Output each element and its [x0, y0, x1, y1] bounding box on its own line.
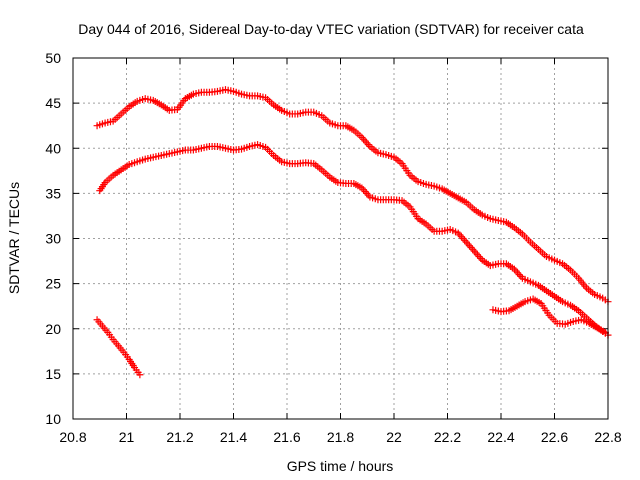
x-tick-label: 21.4 [220, 429, 247, 445]
series-layer [93, 86, 612, 379]
chart-title: Day 044 of 2016, Sidereal Day-to-day VTE… [78, 21, 584, 37]
x-tick-label: 21.8 [327, 429, 354, 445]
y-tick-labels: 10 15 20 25 30 35 40 45 50 [45, 50, 61, 427]
data-point [457, 233, 465, 241]
series-2 [96, 141, 612, 339]
y-tick-label: 20 [45, 321, 61, 337]
data-point [363, 189, 371, 197]
x-tick-label: 22.2 [434, 429, 461, 445]
data-point [465, 242, 473, 250]
y-tick-label: 30 [45, 231, 61, 247]
series-4 [489, 295, 612, 339]
x-tick-label: 22.4 [487, 429, 514, 445]
x-tick-label: 21.6 [273, 429, 300, 445]
plot-frame [72, 57, 609, 420]
data-point [472, 249, 480, 257]
y-tick-label: 10 [45, 411, 61, 427]
series-1 [93, 86, 612, 306]
series-3 [93, 316, 144, 379]
data-point [361, 137, 369, 145]
data-point [459, 235, 467, 242]
data-point [470, 247, 478, 255]
x-tick-label: 22.8 [594, 429, 621, 445]
data-point [462, 238, 470, 246]
data-point [364, 141, 372, 149]
x-tick-label: 22.6 [541, 429, 568, 445]
x-tick-label: 21.2 [166, 429, 193, 445]
data-point [469, 245, 477, 253]
y-tick-label: 25 [45, 276, 61, 292]
data-point [464, 240, 472, 248]
data-point [477, 254, 485, 262]
data-point [461, 236, 469, 244]
data-point [515, 271, 523, 279]
x-axis-label: GPS time / hours [287, 458, 394, 474]
y-axis-label: SDTVAR / TECUs [6, 182, 22, 294]
x-tick-labels: 20.8 21 21.2 21.4 21.6 21.8 22 22.2 22.4 22.6 22.8 [59, 429, 621, 445]
y-tick-label: 35 [45, 185, 61, 201]
y-tick-label: 15 [45, 366, 61, 382]
data-point [514, 269, 522, 277]
x-tick-label: 22 [386, 429, 402, 445]
y-tick-label: 45 [45, 95, 61, 111]
data-point [136, 371, 144, 379]
data-point [512, 267, 520, 275]
data-point [475, 253, 483, 261]
y-tick-label: 50 [45, 50, 61, 66]
x-tick-label: 20.8 [59, 429, 86, 445]
data-point [467, 244, 475, 252]
data-point [361, 188, 369, 196]
x-tick-label: 21 [119, 429, 135, 445]
data-point [363, 139, 371, 147]
grid [73, 58, 608, 419]
y-tick-label: 40 [45, 140, 61, 156]
data-point [360, 135, 368, 143]
data-point [473, 251, 481, 259]
